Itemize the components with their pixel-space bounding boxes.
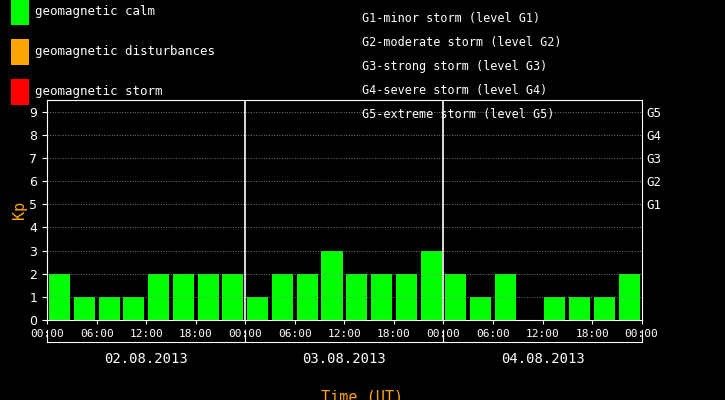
Bar	[396, 274, 417, 320]
Text: geomagnetic calm: geomagnetic calm	[35, 6, 155, 18]
Bar	[99, 297, 120, 320]
Text: G3-strong storm (level G3): G3-strong storm (level G3)	[362, 60, 548, 73]
Bar	[148, 274, 169, 320]
Bar	[223, 274, 244, 320]
Bar	[272, 274, 293, 320]
Text: G1-minor storm (level G1): G1-minor storm (level G1)	[362, 12, 541, 25]
Text: G2-moderate storm (level G2): G2-moderate storm (level G2)	[362, 36, 562, 49]
Text: 03.08.2013: 03.08.2013	[302, 352, 386, 366]
Bar	[470, 297, 491, 320]
Bar	[445, 274, 466, 320]
Bar	[544, 297, 566, 320]
Text: 02.08.2013: 02.08.2013	[104, 352, 188, 366]
Bar	[594, 297, 615, 320]
Text: 04.08.2013: 04.08.2013	[501, 352, 584, 366]
Bar	[297, 274, 318, 320]
Text: geomagnetic disturbances: geomagnetic disturbances	[35, 46, 215, 58]
Bar	[420, 250, 442, 320]
Text: geomagnetic storm: geomagnetic storm	[35, 86, 162, 98]
Bar	[321, 250, 342, 320]
Bar	[173, 274, 194, 320]
Bar	[347, 274, 368, 320]
Bar	[74, 297, 95, 320]
Bar	[247, 297, 268, 320]
Text: G5-extreme storm (level G5): G5-extreme storm (level G5)	[362, 108, 555, 121]
Bar	[371, 274, 392, 320]
Bar	[123, 297, 144, 320]
Text: G4-severe storm (level G4): G4-severe storm (level G4)	[362, 84, 548, 97]
Bar	[49, 274, 70, 320]
Bar	[569, 297, 590, 320]
Bar	[198, 274, 219, 320]
Y-axis label: Kp: Kp	[12, 201, 27, 219]
Text: Time (UT): Time (UT)	[321, 390, 404, 400]
Bar	[495, 274, 516, 320]
Bar	[618, 274, 639, 320]
